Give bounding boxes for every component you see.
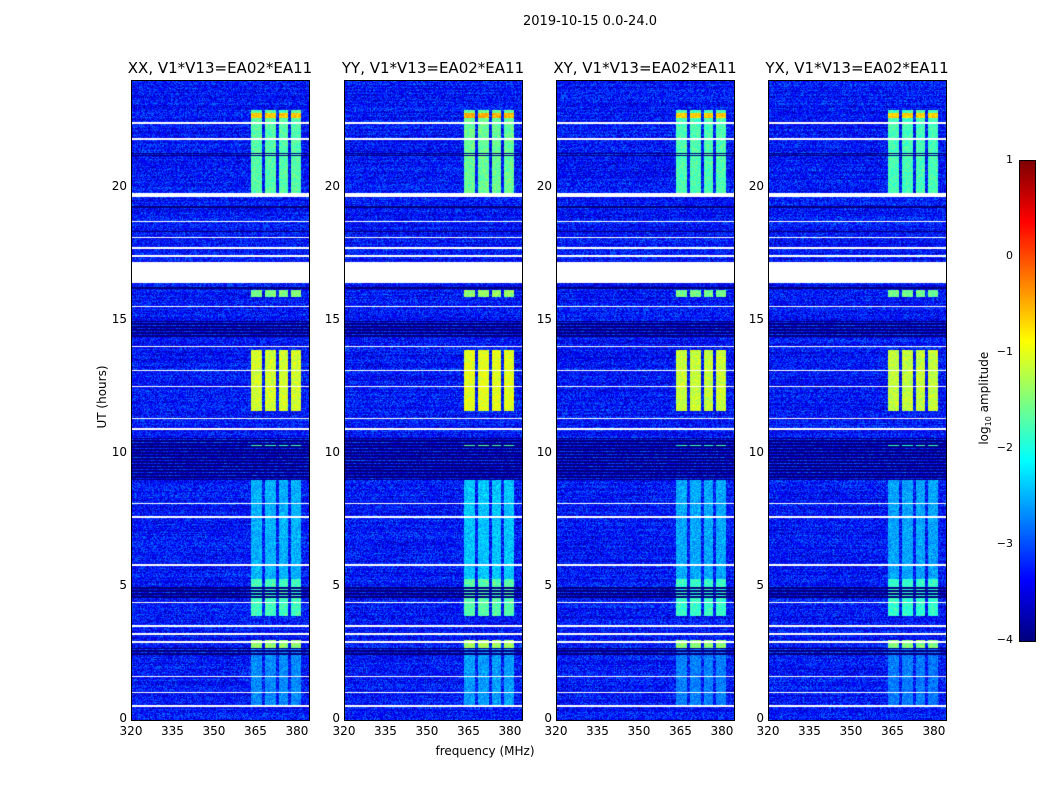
- x-tick-label: 350: [627, 724, 651, 738]
- colorbar-label-rest: amplitude: [976, 351, 991, 417]
- x-tick-label: 365: [881, 724, 904, 738]
- x-tick-label: 380: [498, 724, 522, 738]
- x-axis-label: frequency (MHz): [435, 744, 535, 758]
- y-tick-label: 10: [324, 444, 340, 459]
- heatmap-yx: [769, 81, 946, 720]
- heatmap-panel-yx: [768, 80, 947, 721]
- colorbar-tick-label: 1: [1006, 153, 1013, 166]
- x-tick-label: 320: [756, 724, 780, 738]
- y-tick-label: 10: [111, 444, 127, 459]
- x-tick-label: 380: [285, 724, 309, 738]
- panel-title-xy: XY, V1*V13=EA02*EA11: [553, 59, 737, 77]
- x-tick-label: 380: [922, 724, 946, 738]
- colorbar-gradient: [1020, 161, 1035, 641]
- colorbar-tick-label: −4: [996, 633, 1013, 646]
- y-tick-label: 20: [111, 178, 127, 193]
- y-tick-label: 20: [324, 178, 340, 193]
- panel-title-yy: YY, V1*V13=EA02*EA11: [341, 59, 525, 77]
- panel-title-yx: YX, V1*V13=EA02*EA11: [765, 59, 949, 77]
- x-tick-label: 365: [457, 724, 480, 738]
- heatmap-yy: [345, 81, 522, 720]
- heatmap-panel-xy: [556, 80, 735, 721]
- y-tick-label: 0: [119, 711, 127, 725]
- x-tick-label: 335: [161, 724, 184, 738]
- heatmap-panel-yy: [344, 80, 523, 721]
- panel-title-xx: XX, V1*V13=EA02*EA11: [127, 59, 313, 77]
- x-tick-label: 320: [544, 724, 568, 738]
- y-tick-label: 10: [748, 444, 764, 459]
- y-tick-label: 15: [748, 311, 764, 326]
- x-tick-label: 320: [119, 724, 143, 738]
- colorbar-label-sub: 10: [984, 416, 994, 427]
- y-tick-label: 20: [536, 178, 552, 193]
- y-tick-label: 0: [332, 711, 340, 725]
- y-axis-label: UT (hours): [95, 365, 109, 429]
- heatmap-xy: [557, 81, 734, 720]
- x-tick-label: 320: [332, 724, 356, 738]
- heatmap-panel-xx: [131, 80, 310, 721]
- colorbar-tick-label: −3: [996, 537, 1013, 550]
- heatmap-xx: [132, 81, 309, 720]
- x-tick-label: 350: [839, 724, 863, 738]
- colorbar-label: log10 amplitude: [977, 343, 993, 453]
- x-tick-label: 335: [586, 724, 609, 738]
- colorbar-tick-label: 0: [1006, 249, 1013, 262]
- colorbar-tick-label: −2: [996, 441, 1013, 454]
- y-tick-label: 10: [536, 444, 552, 459]
- x-tick-label: 335: [374, 724, 397, 738]
- y-tick-label: 0: [756, 711, 764, 725]
- y-tick-label: 15: [324, 311, 340, 326]
- y-tick-label: 15: [111, 311, 127, 326]
- x-tick-label: 365: [244, 724, 267, 738]
- x-tick-label: 350: [415, 724, 439, 738]
- y-tick-label: 20: [748, 178, 764, 193]
- colorbar-label-log: log: [976, 426, 991, 445]
- colorbar-tick-label: −1: [996, 345, 1013, 358]
- y-tick-label: 5: [119, 577, 127, 592]
- x-tick-label: 365: [669, 724, 692, 738]
- y-tick-label: 5: [332, 577, 340, 592]
- x-tick-label: 380: [710, 724, 734, 738]
- y-tick-label: 0: [544, 711, 552, 725]
- colorbar: [1019, 160, 1036, 642]
- y-tick-label: 15: [536, 311, 552, 326]
- x-tick-label: 350: [202, 724, 226, 738]
- figure-title: 2019-10-15 0.0-24.0: [523, 14, 657, 29]
- x-tick-label: 335: [798, 724, 821, 738]
- y-tick-label: 5: [544, 577, 552, 592]
- y-tick-label: 5: [756, 577, 764, 592]
